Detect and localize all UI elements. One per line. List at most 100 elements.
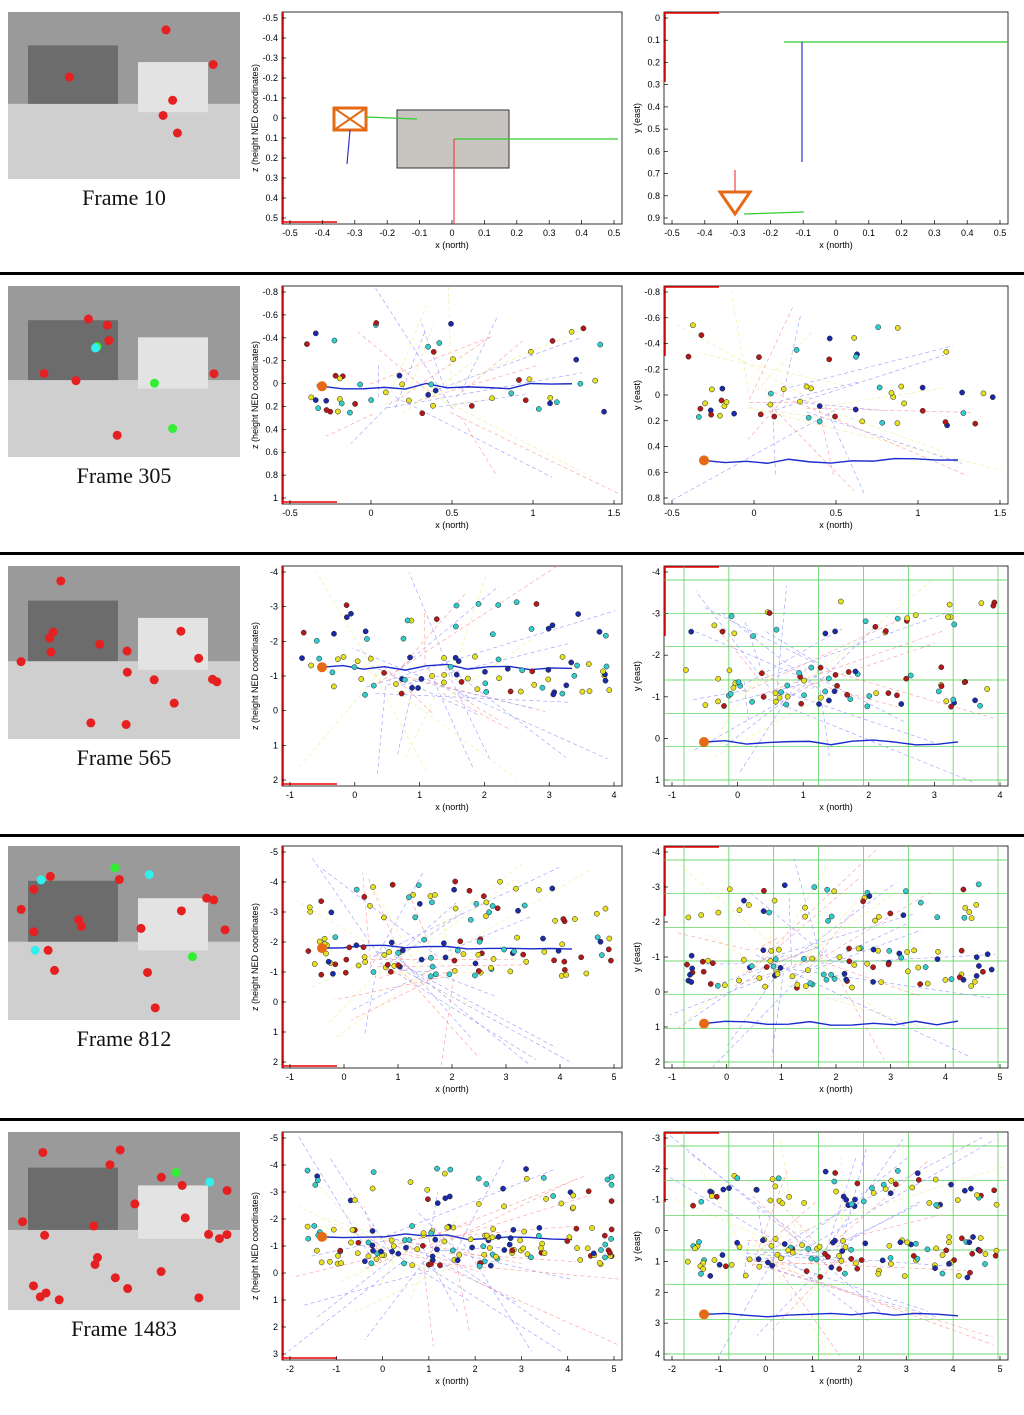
landmark-point: [888, 1261, 894, 1267]
landmark-point: [441, 672, 448, 678]
landmark-point: [934, 914, 941, 921]
landmark-point: [433, 616, 440, 622]
landmark-point: [832, 672, 839, 678]
landmark-point: [698, 912, 705, 918]
landmark-point: [399, 381, 406, 388]
landmark-point: [535, 887, 542, 893]
landmark-point: [759, 670, 765, 677]
landmark-point: [898, 383, 905, 390]
landmark-point: [777, 965, 784, 971]
feature-point: [202, 893, 212, 903]
landmark-point: [746, 902, 752, 908]
y-tick-label: 2: [273, 775, 278, 785]
feature-point: [102, 320, 112, 330]
landmark-point: [403, 1244, 409, 1251]
landmark-point: [784, 682, 791, 689]
landmark-point: [698, 332, 705, 338]
landmark-point: [781, 1241, 788, 1247]
feature-point: [104, 336, 114, 346]
x-tick-label: 1: [426, 1364, 431, 1374]
landmark-point: [509, 1247, 515, 1254]
landmark-point: [839, 1248, 846, 1254]
feature-point: [64, 72, 74, 82]
landmark-point: [992, 1252, 999, 1259]
ray-line: [705, 933, 754, 963]
ray-line: [371, 565, 558, 688]
landmark-point: [305, 948, 312, 954]
landmark-point: [343, 956, 350, 963]
ray-line: [288, 1262, 402, 1352]
landmark-point: [318, 898, 325, 905]
landmark-point: [452, 623, 459, 630]
landmark-point: [415, 882, 422, 889]
feature-point: [39, 368, 49, 378]
ray-line: [364, 1238, 442, 1340]
feature-point: [45, 633, 55, 643]
landmark-point: [541, 1250, 548, 1256]
landmark-point: [598, 1247, 604, 1253]
y-axis-label: z (height NED coordinates): [250, 64, 260, 172]
landmark-point: [685, 914, 692, 921]
landmark-point: [451, 886, 457, 893]
y-tick-label: -1: [270, 671, 278, 681]
ray-line: [755, 329, 815, 391]
landmark-point: [943, 698, 950, 704]
landmark-point: [843, 976, 849, 983]
landmark-point: [368, 1260, 375, 1267]
feature-point: [40, 1230, 50, 1240]
landmark-point: [418, 956, 425, 963]
ray-line: [748, 876, 862, 973]
landmark-point: [551, 957, 557, 964]
landmark-point: [608, 957, 614, 964]
landmark-point: [878, 979, 885, 986]
y-tick-label: 0: [655, 13, 660, 23]
landmark-point: [483, 689, 490, 695]
y-tick-label: 0: [655, 1226, 660, 1236]
landmark-point: [395, 962, 402, 968]
landmark-point: [757, 411, 764, 418]
landmark-point: [594, 910, 600, 917]
landmark-point: [836, 1266, 843, 1272]
feature-point: [50, 965, 60, 975]
x-tick-label: -1: [286, 790, 294, 800]
y-tick-label: 0.2: [265, 153, 278, 163]
landmark-point: [904, 615, 911, 622]
landmark-point: [768, 948, 775, 954]
landmark-point: [973, 973, 980, 979]
ray-line: [673, 859, 794, 963]
landmark-point: [826, 697, 832, 704]
landmark-point: [473, 900, 480, 907]
landmark-point: [434, 1246, 440, 1253]
landmark-point: [329, 669, 336, 676]
ray-line: [376, 950, 557, 1048]
feature-point: [45, 871, 55, 881]
landmark-point: [894, 1168, 901, 1174]
ray-line: [746, 407, 842, 421]
y-tick-label: 2: [273, 1057, 278, 1067]
feature-point: [222, 1230, 232, 1240]
landmark-point: [870, 979, 876, 985]
landmark-point: [864, 703, 871, 710]
landmark-point: [911, 947, 917, 954]
landmark-point: [547, 400, 553, 407]
landmark-point: [864, 960, 870, 967]
ray-line: [760, 696, 974, 783]
landmark-point: [441, 940, 447, 947]
landmark-point: [364, 636, 370, 642]
xy-plot: -0.5 0 0.5 1 1.5 -0.8 -0.6 -0.4 -0.2 0 0.2 0.4 0.6 0.…: [632, 285, 1009, 530]
feature-point: [71, 376, 81, 386]
landmark-point: [793, 347, 800, 353]
landmark-point: [697, 405, 704, 412]
plot-area: [281, 1131, 623, 1361]
landmark-point: [855, 945, 862, 952]
x-tick-label: 4: [611, 790, 616, 800]
ray-line: [380, 1169, 554, 1239]
landmark-point: [989, 394, 996, 400]
landmark-point: [716, 1261, 723, 1268]
y-tick-label: 0.5: [647, 124, 660, 134]
ray-line: [456, 689, 471, 703]
landmark-point: [579, 688, 586, 695]
ray-line: [806, 411, 962, 464]
x-tick-label: 0.1: [863, 228, 876, 238]
landmark-point: [824, 886, 831, 893]
